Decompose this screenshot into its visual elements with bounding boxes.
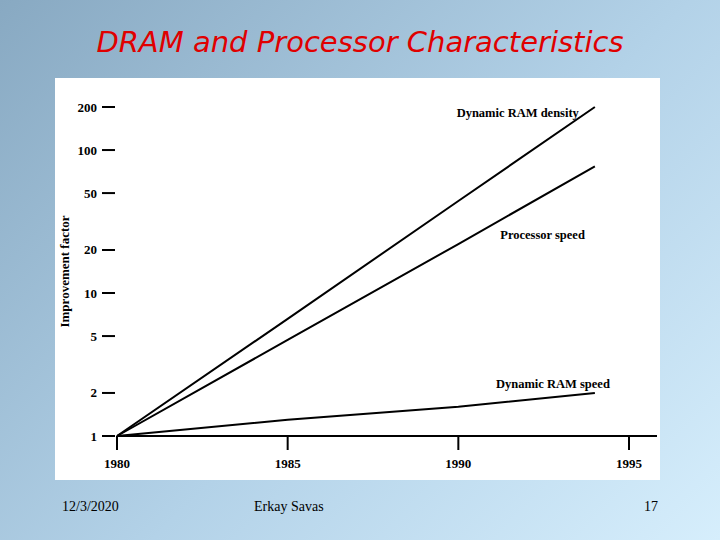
x-tick-label: 1980 bbox=[104, 456, 130, 471]
series-label: Dynamic RAM density bbox=[457, 106, 580, 120]
y-tick bbox=[102, 106, 115, 108]
y-tick bbox=[102, 149, 115, 151]
x-tick bbox=[457, 436, 459, 450]
y-tick-label: 1 bbox=[91, 429, 98, 444]
footer-date: 12/3/2020 bbox=[62, 499, 119, 514]
series-label: Dynamic RAM speed bbox=[496, 377, 610, 391]
y-tick bbox=[102, 335, 115, 337]
x-tick bbox=[628, 436, 630, 450]
y-tick-label: 50 bbox=[84, 186, 97, 201]
x-tick bbox=[116, 436, 118, 450]
y-tick-label: 20 bbox=[84, 242, 97, 257]
x-tick-label: 1990 bbox=[445, 456, 471, 471]
y-tick-label: 5 bbox=[91, 329, 98, 344]
title: DRAM and Processor Characteristics bbox=[96, 25, 623, 59]
slide: DRAM and Processor Characteristics 1980 19… bbox=[0, 0, 720, 540]
y-tick bbox=[102, 435, 115, 437]
y-tick-label: 2 bbox=[91, 385, 98, 400]
series-label: Processor speed bbox=[500, 228, 585, 242]
x-axis bbox=[117, 435, 657, 437]
x-tick-label: 1995 bbox=[616, 456, 643, 471]
y-tick-label: 100 bbox=[78, 143, 98, 158]
y-axis-label: Improvement factor bbox=[57, 215, 72, 327]
x-tick-label: 1985 bbox=[275, 456, 302, 471]
y-tick-label: 200 bbox=[78, 100, 98, 115]
y-tick bbox=[102, 292, 115, 294]
y-tick-label: 10 bbox=[84, 286, 97, 301]
footer-page: 17 bbox=[644, 499, 658, 514]
y-tick bbox=[102, 392, 115, 394]
y-tick bbox=[102, 192, 115, 194]
chart-panel bbox=[55, 78, 660, 480]
y-tick bbox=[102, 249, 115, 251]
footer-author: Erkay Savas bbox=[254, 499, 324, 514]
x-tick bbox=[287, 436, 289, 450]
series-line bbox=[117, 166, 595, 436]
series-line bbox=[117, 393, 595, 436]
